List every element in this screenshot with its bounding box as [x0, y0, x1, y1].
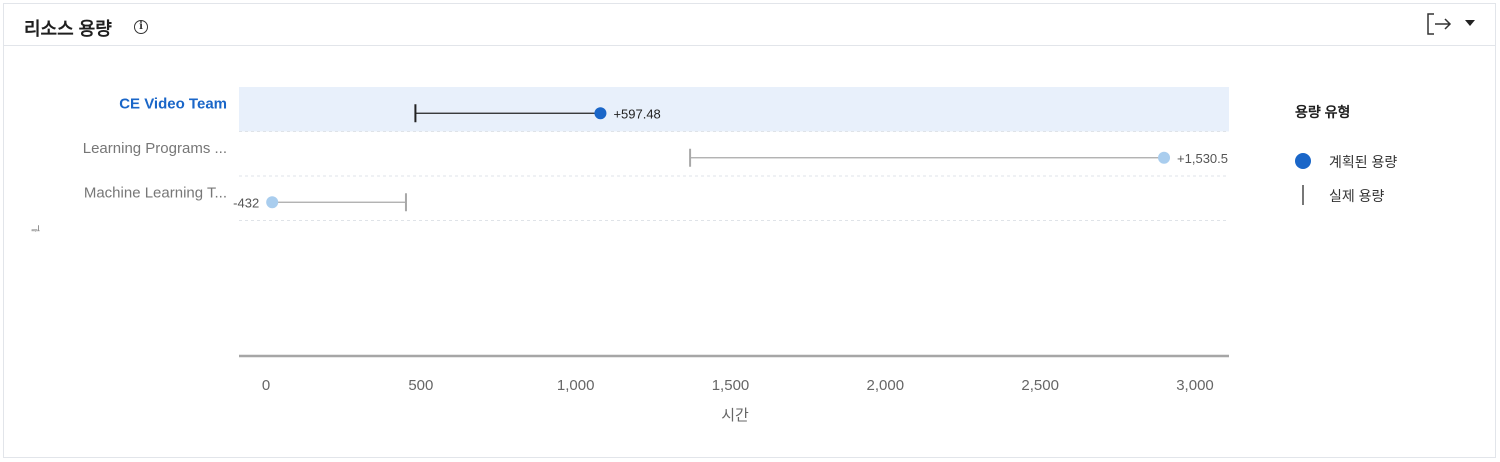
legend-bar-icon: [1302, 185, 1304, 205]
difference-label: +1,530.5: [1177, 151, 1228, 166]
axis-toggle-icon[interactable]: ᆗ: [31, 226, 41, 237]
legend-dot-icon: [1295, 153, 1311, 169]
x-axis-label: 시간: [721, 407, 749, 424]
legend-label-actual: 실제 용량: [1329, 188, 1385, 204]
category-label[interactable]: Machine Learning T...: [84, 184, 227, 201]
panel-title: 리소스 용량: [24, 19, 112, 39]
category-label[interactable]: Learning Programs ...: [83, 140, 227, 157]
x-tick-label: 1,000: [557, 377, 595, 394]
difference-label: +597.48: [613, 106, 660, 121]
panel-header: 리소스 용량 i: [4, 4, 1495, 46]
x-tick-label: 2,500: [1021, 377, 1059, 394]
x-tick-label: 1,500: [712, 377, 750, 394]
resource-capacity-panel: 리소스 용량 i: [3, 3, 1496, 458]
planned-capacity-dot[interactable]: [1158, 151, 1171, 164]
x-tick-label: 2,000: [867, 377, 905, 394]
x-tick-label: 500: [408, 377, 433, 394]
selected-row-band[interactable]: [239, 87, 1229, 132]
planned-capacity-dot[interactable]: [266, 196, 279, 209]
legend-label-planned: 계획된 용량: [1329, 154, 1398, 170]
caret-down-icon[interactable]: [1463, 16, 1477, 30]
category-label[interactable]: CE Video Team: [119, 95, 227, 112]
export-icon[interactable]: [1426, 11, 1452, 37]
legend-title: 용량 유형: [1295, 104, 1351, 120]
info-icon[interactable]: i: [134, 20, 148, 34]
x-tick-label: 0: [262, 377, 270, 394]
planned-capacity-dot[interactable]: [594, 107, 607, 120]
difference-label: -432: [233, 195, 259, 210]
x-tick-label: 3,000: [1176, 377, 1214, 394]
